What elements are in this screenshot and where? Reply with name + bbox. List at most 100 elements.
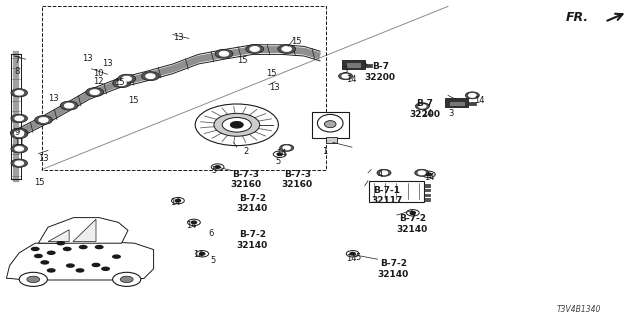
Text: 1: 1 <box>322 147 327 156</box>
Circle shape <box>346 251 359 257</box>
Text: 14: 14 <box>424 173 434 182</box>
Circle shape <box>15 131 24 135</box>
Bar <box>424 184 430 187</box>
Circle shape <box>339 73 353 80</box>
Text: 14: 14 <box>170 198 180 207</box>
Text: 14: 14 <box>346 75 356 84</box>
Circle shape <box>76 268 84 273</box>
Circle shape <box>19 272 47 286</box>
Text: B-7-3
32160: B-7-3 32160 <box>282 170 313 189</box>
Bar <box>424 194 430 196</box>
Text: FR.: FR. <box>566 11 589 24</box>
Text: T3V4B1340: T3V4B1340 <box>557 305 601 314</box>
Ellipse shape <box>317 115 343 132</box>
Text: 13: 13 <box>269 83 280 92</box>
Circle shape <box>188 219 200 226</box>
Text: 3: 3 <box>342 66 348 75</box>
Circle shape <box>284 146 291 150</box>
Circle shape <box>27 276 40 283</box>
Circle shape <box>113 79 131 88</box>
Text: 14: 14 <box>193 250 204 259</box>
Circle shape <box>86 88 104 97</box>
Text: 15: 15 <box>237 56 247 65</box>
Bar <box>326 137 337 143</box>
Text: 6: 6 <box>209 229 214 238</box>
Circle shape <box>419 171 425 175</box>
Circle shape <box>380 171 388 175</box>
Circle shape <box>79 245 88 249</box>
Text: 15: 15 <box>34 178 44 187</box>
Text: B-7-2
32140: B-7-2 32140 <box>237 230 268 250</box>
Text: 14: 14 <box>346 254 356 263</box>
Text: 13: 13 <box>102 59 113 68</box>
Circle shape <box>278 44 296 53</box>
Circle shape <box>15 147 23 151</box>
Circle shape <box>11 114 28 123</box>
Circle shape <box>101 267 110 271</box>
Circle shape <box>112 254 121 259</box>
Text: 11: 11 <box>14 138 24 147</box>
Circle shape <box>60 101 78 110</box>
Text: 3: 3 <box>448 109 453 118</box>
Text: B-7-1
32117: B-7-1 32117 <box>371 186 403 205</box>
Circle shape <box>175 199 180 202</box>
Bar <box>342 60 365 69</box>
Text: 5: 5 <box>211 166 216 175</box>
Circle shape <box>415 103 429 110</box>
Circle shape <box>141 72 159 81</box>
Polygon shape <box>38 218 128 243</box>
Text: 13: 13 <box>173 33 184 42</box>
Circle shape <box>63 247 72 251</box>
Circle shape <box>415 169 429 176</box>
Circle shape <box>215 166 220 168</box>
Text: B-7-2
32140: B-7-2 32140 <box>237 194 268 213</box>
Circle shape <box>56 241 65 245</box>
Circle shape <box>246 44 264 53</box>
Circle shape <box>350 252 355 255</box>
Bar <box>369 181 424 202</box>
Circle shape <box>426 173 431 176</box>
Circle shape <box>95 245 104 249</box>
Circle shape <box>92 263 100 267</box>
Circle shape <box>191 221 196 224</box>
Text: B-7-3
32160: B-7-3 32160 <box>230 170 262 189</box>
Bar <box>365 64 372 67</box>
Circle shape <box>47 268 56 273</box>
Circle shape <box>282 47 291 51</box>
Circle shape <box>15 91 23 95</box>
Text: B-7-2
32140: B-7-2 32140 <box>378 259 409 279</box>
Text: 15: 15 <box>291 37 301 46</box>
Text: 12: 12 <box>93 77 103 86</box>
Circle shape <box>195 104 278 146</box>
Bar <box>468 102 476 105</box>
Circle shape <box>113 272 141 286</box>
Circle shape <box>468 94 476 97</box>
Text: 2: 2 <box>243 147 248 156</box>
Circle shape <box>90 90 99 94</box>
Circle shape <box>118 74 136 83</box>
Text: B-7-2
32140: B-7-2 32140 <box>397 214 428 234</box>
Circle shape <box>117 81 126 85</box>
Circle shape <box>222 117 252 132</box>
Bar <box>346 62 361 68</box>
Polygon shape <box>6 242 154 280</box>
Circle shape <box>11 89 28 97</box>
Text: 13: 13 <box>48 94 59 103</box>
Text: 15: 15 <box>128 96 138 105</box>
Circle shape <box>422 171 435 178</box>
Circle shape <box>277 153 282 156</box>
Circle shape <box>34 254 43 258</box>
Text: 5: 5 <box>275 157 280 166</box>
Circle shape <box>220 52 228 56</box>
Circle shape <box>35 116 52 124</box>
Circle shape <box>406 210 419 216</box>
Circle shape <box>39 118 48 122</box>
Circle shape <box>146 74 155 78</box>
Bar <box>424 189 430 191</box>
Circle shape <box>65 103 74 108</box>
Bar <box>424 198 430 201</box>
Text: 15: 15 <box>266 69 276 78</box>
Circle shape <box>66 263 75 268</box>
Circle shape <box>230 122 243 128</box>
Circle shape <box>215 49 233 58</box>
